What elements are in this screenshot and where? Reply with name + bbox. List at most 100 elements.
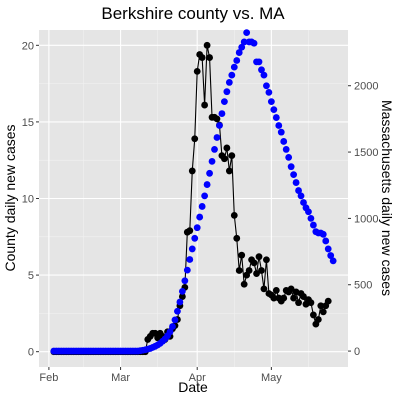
series-2-point — [198, 203, 206, 210]
series-1-point — [206, 54, 213, 61]
y2-tick-label: 2000 — [354, 81, 378, 93]
y2-tick-label: 0 — [354, 346, 360, 358]
series-2-point — [290, 171, 298, 179]
series-1-point — [198, 54, 206, 61]
series-2-point — [221, 98, 228, 106]
series-1-point — [290, 294, 298, 302]
y2-axis-title: Massachusetts daily new cases — [379, 100, 395, 296]
series-2-point — [216, 122, 223, 129]
series-2-point — [295, 187, 302, 194]
series-2-point — [223, 88, 231, 96]
y-tick-label: 15 — [22, 117, 34, 129]
series-2-point — [287, 163, 295, 171]
series-2-point — [282, 146, 290, 153]
series-2-point — [292, 179, 300, 186]
series-1-point — [191, 135, 199, 143]
series-1-point — [193, 67, 201, 75]
series-2-point — [263, 82, 270, 90]
axes: 0 5 10 15 20 Feb Mar Apr May 0 500 1000 1500 2000 — [22, 40, 379, 384]
series-2-point — [238, 43, 246, 51]
series-2-point — [258, 66, 265, 74]
series-1-point — [223, 144, 231, 152]
x-tick-label: May — [261, 372, 282, 384]
series-1-point — [250, 259, 258, 267]
series-1-point — [324, 297, 332, 305]
series-1-point — [260, 285, 268, 293]
series-1-point — [319, 308, 327, 316]
series-2-point — [272, 114, 280, 121]
series-2-point — [324, 245, 332, 253]
y2-tick-label: 500 — [354, 280, 372, 292]
y2-tick-label: 1500 — [354, 147, 378, 159]
series-1-point — [263, 256, 270, 264]
y-tick-label: 20 — [22, 40, 34, 52]
x-tick-label: Feb — [39, 372, 58, 384]
series-2-point — [171, 316, 179, 324]
series-2-point — [285, 153, 293, 161]
x-tick-label: Apr — [189, 372, 206, 384]
series-2-point — [300, 199, 307, 206]
series-1-point — [270, 294, 278, 302]
series-2-point — [201, 192, 209, 200]
x-tick-label: Mar — [111, 372, 130, 384]
series-1-point — [272, 287, 280, 294]
series-2-point — [329, 257, 337, 265]
series-1-point — [213, 115, 221, 123]
series-2-point — [265, 88, 273, 96]
y-axis-title: County daily new cases — [2, 124, 18, 271]
series-1-point — [317, 302, 325, 310]
series-1-point — [245, 267, 253, 274]
series-1-point — [307, 299, 315, 307]
series-2-point — [305, 208, 312, 216]
series-1-point — [300, 293, 307, 300]
series-1-point — [258, 267, 265, 274]
series-2-point — [275, 122, 283, 129]
series-2-point — [297, 192, 305, 200]
series-2-point — [230, 63, 238, 71]
series-2-point — [203, 181, 211, 188]
series-1-point — [228, 152, 236, 160]
series-2-point — [235, 49, 243, 56]
series-1-point — [221, 155, 228, 163]
series-2-point — [233, 57, 241, 64]
series-2-point — [260, 71, 268, 79]
series-1-point — [230, 211, 238, 219]
series-2-point — [309, 221, 317, 229]
series-2-point — [196, 213, 204, 221]
series-1-point — [238, 251, 246, 259]
y2-tick-label: 1000 — [354, 213, 378, 225]
series-2-point — [255, 58, 263, 66]
chart-title: Berkshire county vs. MA — [101, 4, 285, 23]
series-2-point — [270, 106, 278, 114]
series-2-point — [186, 256, 194, 263]
series-1-point — [255, 253, 263, 261]
series-1-point — [280, 294, 288, 302]
series-1-point — [186, 227, 194, 235]
series-2-point — [228, 71, 236, 79]
series-2-point — [183, 266, 191, 274]
series-2-point — [243, 29, 251, 37]
y-tick-label: 10 — [22, 194, 34, 206]
series-2-point — [327, 252, 335, 259]
series-1-point — [188, 167, 196, 175]
series-2-point — [208, 157, 216, 165]
series-2-point — [280, 138, 288, 145]
series-2-point — [319, 230, 327, 238]
series-1-point — [295, 299, 302, 307]
series-1-point — [201, 101, 209, 109]
series-1-point — [233, 234, 241, 242]
y-tick-label: 0 — [28, 347, 34, 359]
series-1-point — [235, 267, 243, 274]
series-2-point — [206, 169, 213, 177]
series-2-point — [307, 215, 315, 222]
series-2-point — [188, 245, 196, 253]
series-1-point — [287, 285, 295, 293]
series-2-point — [250, 39, 258, 47]
series-2-point — [169, 323, 176, 330]
series-2-point — [181, 277, 189, 285]
y-tick-label: 5 — [28, 270, 34, 282]
series-2-point — [267, 98, 275, 106]
series-2-point — [176, 298, 184, 306]
series-2-point — [240, 38, 248, 46]
